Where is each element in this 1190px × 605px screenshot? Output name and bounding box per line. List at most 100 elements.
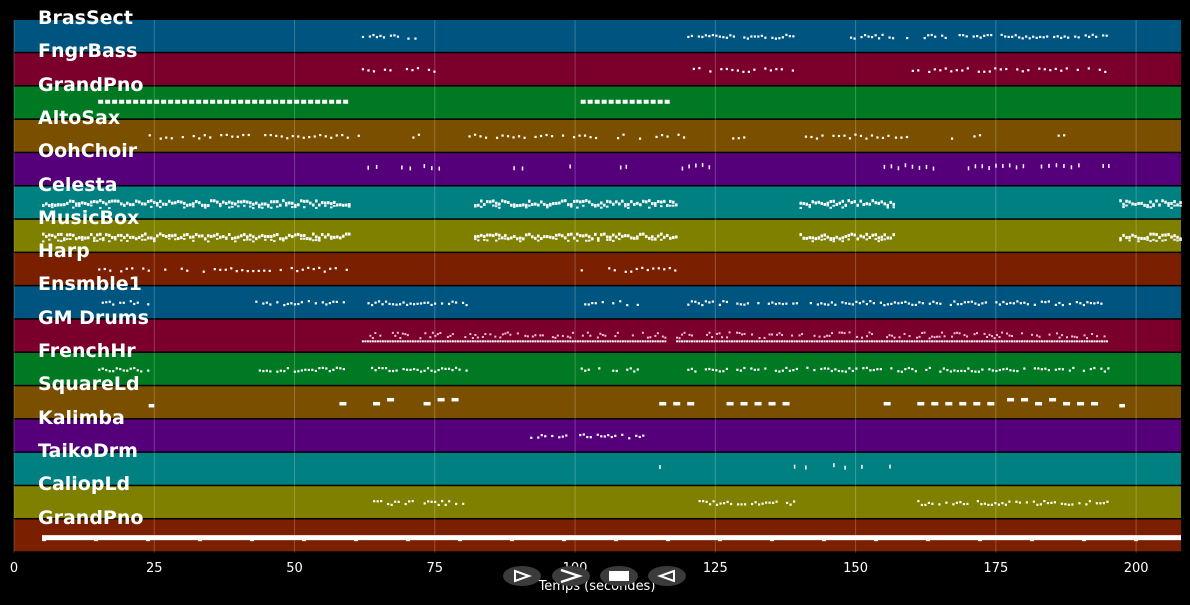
- note: [775, 500, 778, 503]
- note: [597, 237, 600, 241]
- play-button[interactable]: [503, 566, 541, 586]
- note: [939, 302, 942, 305]
- note: [708, 340, 711, 343]
- note: [743, 332, 746, 335]
- note: [495, 232, 498, 236]
- note: [600, 201, 603, 205]
- note: [722, 36, 725, 39]
- note: [650, 99, 656, 104]
- note: [1055, 163, 1058, 168]
- note: [817, 237, 820, 240]
- note: [96, 239, 99, 242]
- note: [871, 199, 874, 203]
- note: [1082, 369, 1085, 372]
- note: [314, 369, 317, 373]
- note: [893, 336, 896, 339]
- note: [377, 300, 381, 303]
- note: [192, 235, 195, 239]
- note: [437, 503, 440, 507]
- note: [1098, 68, 1101, 71]
- note: [546, 206, 549, 209]
- note: [1051, 340, 1054, 343]
- note: [174, 233, 177, 237]
- note: [799, 201, 802, 205]
- note: [785, 501, 789, 505]
- note: [147, 303, 150, 306]
- note: [687, 401, 695, 406]
- note: [165, 136, 168, 139]
- note: [225, 133, 228, 136]
- note: [276, 233, 279, 237]
- note: [373, 401, 381, 406]
- note: [339, 236, 342, 240]
- note: [1066, 336, 1069, 339]
- note: [72, 206, 75, 209]
- note: [297, 232, 300, 236]
- note: [698, 499, 701, 503]
- note: [674, 269, 677, 272]
- note: [249, 233, 252, 237]
- note: [550, 135, 554, 138]
- note: [303, 199, 306, 203]
- note: [579, 340, 582, 343]
- note: [781, 36, 784, 39]
- note: [426, 367, 430, 370]
- note: [243, 239, 246, 242]
- note: [775, 68, 778, 71]
- note: [936, 335, 939, 338]
- note: [953, 340, 956, 343]
- note: [283, 370, 286, 373]
- note: [287, 99, 293, 104]
- note: [904, 368, 907, 371]
- note: [1023, 340, 1026, 343]
- note: [962, 502, 966, 506]
- note: [474, 238, 477, 241]
- note: [1013, 340, 1016, 343]
- note: [615, 200, 618, 204]
- note: [694, 370, 697, 373]
- note: [509, 333, 512, 336]
- note: [308, 136, 311, 139]
- stop-icon: [609, 571, 629, 581]
- note: [440, 302, 444, 305]
- note: [763, 340, 766, 343]
- note: [589, 334, 592, 337]
- note: [449, 334, 452, 337]
- note: [258, 203, 261, 207]
- note: [564, 236, 567, 240]
- note: [868, 331, 871, 334]
- rewind-button[interactable]: [648, 566, 686, 586]
- note: [285, 236, 288, 240]
- note: [692, 67, 695, 71]
- note: [1086, 301, 1089, 304]
- note: [379, 34, 382, 37]
- fast-forward-button[interactable]: [552, 566, 590, 586]
- note: [342, 368, 345, 371]
- note: [963, 369, 966, 373]
- note: [1005, 67, 1008, 71]
- note: [534, 340, 537, 343]
- note: [267, 205, 270, 208]
- note: [897, 166, 900, 171]
- note: [823, 238, 826, 241]
- note: [469, 340, 472, 343]
- note: [820, 238, 823, 241]
- note: [286, 137, 289, 140]
- note: [636, 368, 639, 371]
- note: [938, 335, 941, 338]
- note: [290, 266, 293, 270]
- note: [412, 367, 416, 371]
- note: [524, 334, 527, 337]
- note: [808, 206, 811, 209]
- note: [421, 340, 424, 343]
- note: [586, 435, 589, 439]
- note: [843, 340, 846, 343]
- note: [955, 501, 959, 504]
- stop-button[interactable]: [600, 566, 638, 586]
- note: [761, 502, 764, 505]
- note: [898, 340, 901, 343]
- track-label: MusicBox: [38, 206, 140, 229]
- note: [555, 201, 558, 205]
- note: [753, 340, 756, 343]
- note: [641, 331, 644, 334]
